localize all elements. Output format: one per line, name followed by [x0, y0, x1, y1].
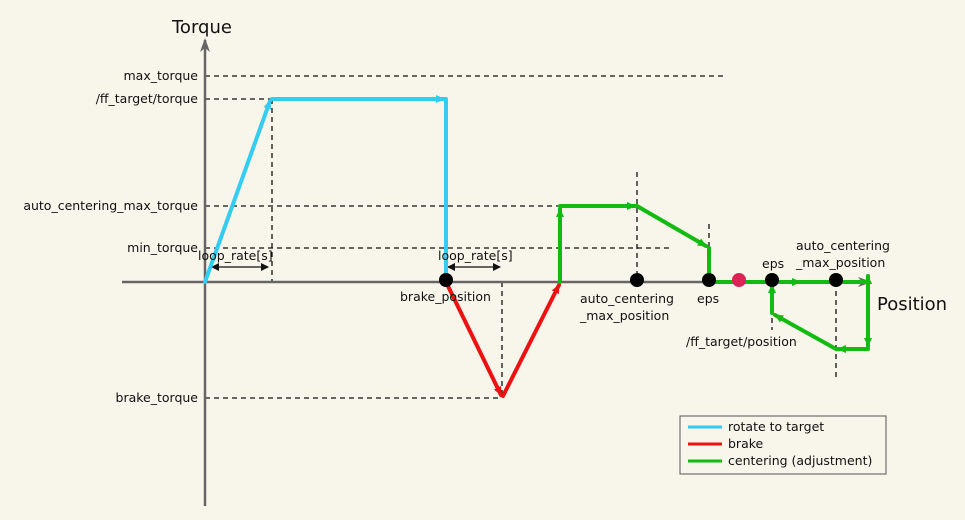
ff-target-torque-label: /ff_target/torque: [96, 91, 199, 106]
acmp-point: [630, 273, 644, 287]
rotate-to-target-path: [203, 95, 448, 284]
legend-label-rotate: rotate to target: [728, 419, 824, 434]
brake-position-point: [439, 273, 453, 287]
acmp-right-point: [829, 273, 843, 287]
target-position-point: [732, 273, 746, 287]
ff-target-position-label: /ff_target/position: [686, 334, 797, 349]
x-axis-title: Position: [877, 294, 947, 315]
acmp-right-label-1: auto_centering: [796, 238, 890, 253]
acmp-lower-label-1: auto_centering: [580, 291, 674, 306]
legend-label-centering: centering (adjustment): [728, 453, 872, 468]
max-torque-label: max_torque: [124, 68, 199, 83]
auto-centering-max-torque-label: auto_centering_max_torque: [23, 198, 198, 213]
brake-torque-label: brake_torque: [116, 390, 199, 405]
loop-rate-label-2: loop_rate[s]: [438, 248, 513, 263]
brake-path: [444, 280, 561, 398]
guide-lines: [205, 75, 837, 399]
centering-path: [556, 202, 872, 353]
acmp-right-label-2: _max_position: [795, 255, 885, 270]
eps-point: [702, 273, 716, 287]
min-torque-label: min_torque: [127, 240, 198, 255]
acmp-lower-label-2: _max_position: [579, 308, 669, 323]
eps-label: eps: [697, 291, 719, 306]
loop-rate-label-1: loop_rate[s]: [198, 248, 273, 263]
eps-right-label: eps: [762, 256, 784, 271]
eps-right-point: [765, 273, 779, 287]
brake-position-label: brake_position: [400, 289, 491, 304]
legend: rotate to target brake centering (adjust…: [679, 415, 887, 475]
y-axis-title: Torque: [171, 17, 232, 38]
legend-label-brake: brake: [728, 436, 764, 451]
